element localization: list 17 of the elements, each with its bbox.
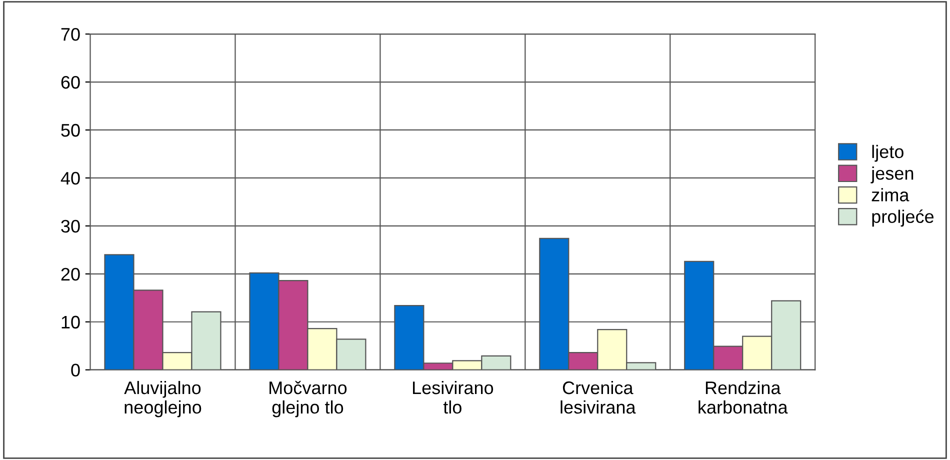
legend-label: zima (872, 188, 910, 202)
legend-label: jesen (870, 166, 914, 184)
y-tick-label: 70 (61, 28, 80, 41)
y-tick-label: 0 (71, 364, 80, 377)
x-tick-label: Lesivirano tlo (413, 380, 494, 414)
x-tick-label: Aluvijalno neoglejno (124, 380, 202, 418)
y-tick-label: 10 (62, 316, 80, 329)
x-tick-label: Rendzina karbonatna (698, 380, 788, 414)
legend-label: ljeto (872, 144, 904, 162)
y-tick-label: 20 (61, 268, 80, 281)
y-tick-label: 30 (61, 220, 80, 233)
x-tick-label: Močvarno glejno tlo (270, 380, 347, 418)
x-tick-label: Crvenica lesivirana (560, 380, 636, 414)
y-tick-label: 60 (61, 76, 80, 89)
y-tick-label: 50 (61, 124, 80, 137)
y-tick-label: 40 (60, 172, 80, 185)
legend-label: proljeće (872, 210, 934, 227)
